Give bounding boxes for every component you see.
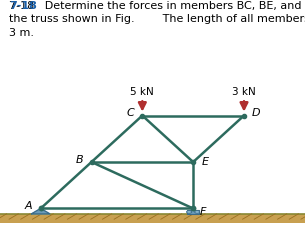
Circle shape — [195, 211, 200, 213]
Text: 3 kN: 3 kN — [232, 87, 256, 97]
Bar — [187, 210, 199, 214]
Text: B: B — [76, 155, 83, 165]
Text: 7-18: 7-18 — [9, 1, 37, 11]
Text: 7-18   Determine the forces in members BC, BE, and CE of
the truss shown in Fig.: 7-18 Determine the forces in members BC,… — [9, 1, 305, 38]
Text: F: F — [200, 207, 206, 217]
Text: C: C — [126, 108, 134, 119]
Text: D: D — [252, 108, 260, 119]
Polygon shape — [0, 214, 305, 223]
Text: A: A — [25, 201, 32, 211]
Text: E: E — [202, 157, 209, 167]
Polygon shape — [31, 208, 50, 214]
Circle shape — [187, 211, 192, 213]
Text: 5 kN: 5 kN — [131, 87, 154, 97]
